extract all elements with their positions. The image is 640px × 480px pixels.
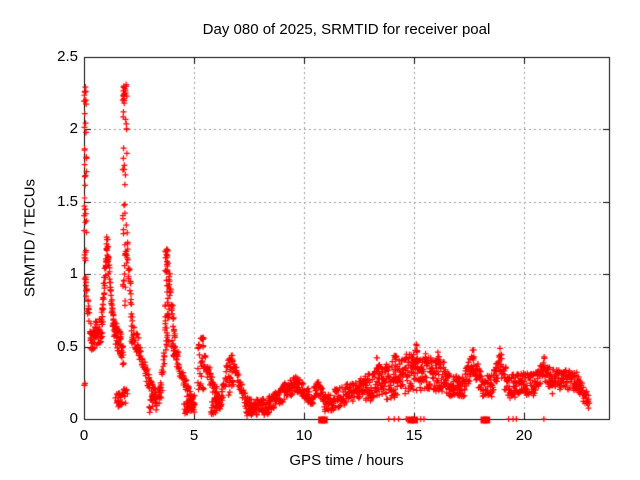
y-tick-label: 1	[69, 265, 78, 282]
y-tick-label: 0	[69, 410, 78, 427]
x-axis-label: GPS time / hours	[289, 452, 404, 469]
y-tick-label: 1.5	[57, 193, 78, 210]
y-tick-label: 0.5	[57, 338, 78, 355]
y-tick-label: 2.5	[57, 48, 78, 65]
chart-title: Day 080 of 2025, SRMTID for receiver poa…	[202, 21, 491, 38]
x-tick-label: 15	[405, 427, 423, 444]
x-tick-label: 10	[295, 427, 313, 444]
x-tick-label: 5	[189, 427, 199, 444]
x-tick-label: 0	[79, 427, 89, 444]
y-tick-label: 2	[69, 120, 78, 137]
x-tick-label: 20	[515, 427, 533, 444]
